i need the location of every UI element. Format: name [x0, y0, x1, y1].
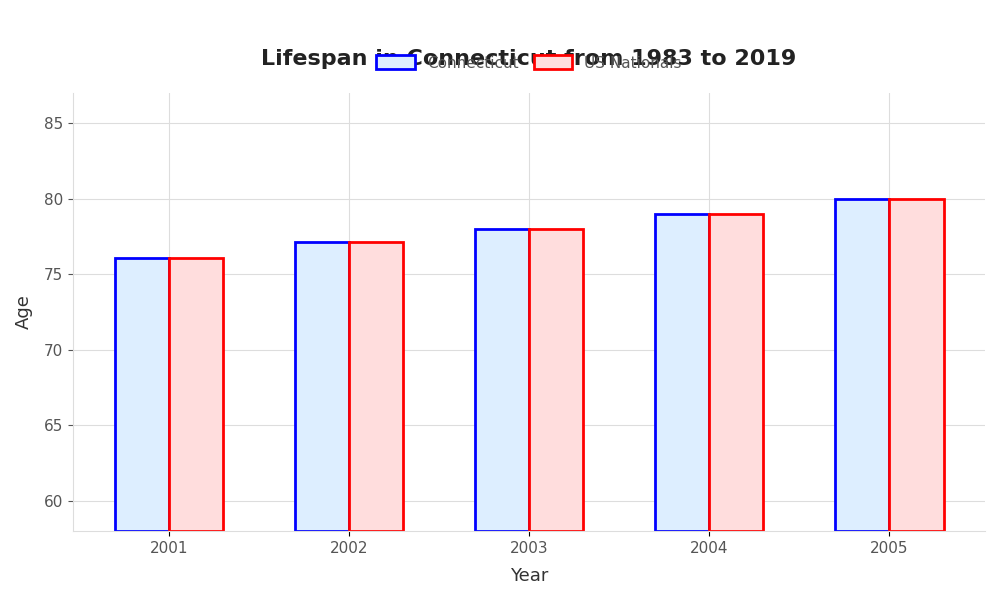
Bar — [475, 229, 529, 531]
Bar — [115, 257, 169, 531]
Title: Lifespan in Connecticut from 1983 to 2019: Lifespan in Connecticut from 1983 to 201… — [261, 49, 797, 69]
Bar — [349, 242, 403, 531]
Y-axis label: Age: Age — [15, 295, 33, 329]
Bar — [835, 199, 889, 531]
Bar — [655, 214, 709, 531]
Bar — [295, 242, 349, 531]
Bar — [709, 214, 763, 531]
Legend: Connecticut, US Nationals: Connecticut, US Nationals — [369, 48, 689, 78]
X-axis label: Year: Year — [510, 567, 548, 585]
Bar — [529, 229, 583, 531]
Bar — [889, 199, 944, 531]
Bar — [169, 257, 223, 531]
